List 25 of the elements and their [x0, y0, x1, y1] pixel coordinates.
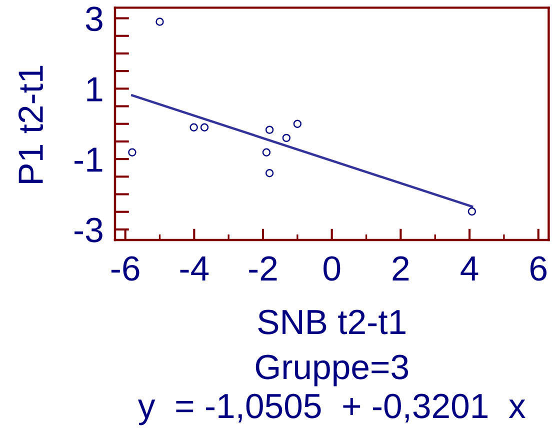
x-tick-label: -4	[180, 256, 209, 280]
point	[265, 169, 274, 178]
point	[293, 120, 302, 128]
text: y = -1,0505 + -0,3201 x	[138, 394, 526, 426]
point	[190, 123, 198, 132]
x-tick-label: -6	[111, 256, 140, 281]
x-tick-label: 6	[530, 256, 547, 281]
x-tick-label: -2	[249, 256, 277, 280]
point	[200, 123, 209, 132]
y-tick-label: 3	[86, 6, 102, 32]
x-tick-label: 2	[392, 256, 409, 280]
y-tick-label: -1	[74, 148, 102, 172]
point	[262, 148, 271, 156]
y-tick-label: -3	[74, 218, 102, 242]
y-axis-title: P1 t2-t1	[18, 66, 44, 183]
x-axis-title: SNB t2-t1	[258, 310, 406, 334]
y-tick-label: 1	[87, 77, 102, 102]
x-tick-label: 4	[460, 256, 478, 280]
text: Gruppe=3	[256, 354, 408, 386]
point	[156, 18, 164, 26]
point	[468, 207, 476, 216]
point	[265, 126, 274, 134]
x-tick-label: 0	[324, 256, 340, 281]
point	[282, 134, 291, 142]
point	[128, 148, 136, 156]
